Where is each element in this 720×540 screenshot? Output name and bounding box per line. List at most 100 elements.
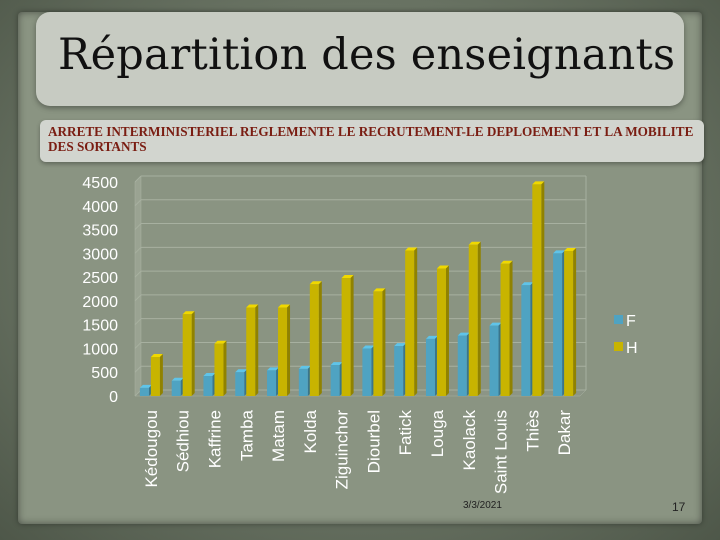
bar-f: [235, 372, 245, 396]
y-tick-label: 4000: [82, 199, 118, 216]
legend-swatch-h: [614, 342, 623, 351]
x-tick-label: Kédougou: [142, 410, 161, 488]
x-tick-label: Diourbel: [364, 410, 383, 473]
bar-h: [246, 307, 256, 396]
bar-top-h: [500, 260, 513, 264]
bar-h: [309, 284, 319, 396]
bar-h: [278, 307, 288, 396]
bar-side-h: [191, 311, 195, 396]
bar-top-f: [203, 373, 216, 377]
bar-top-h: [214, 340, 227, 344]
bar-f: [457, 335, 467, 396]
x-tick-label: Kaolack: [460, 410, 479, 471]
y-tick-label: 0: [109, 389, 118, 406]
bar-top-h: [405, 247, 418, 251]
bar-top-f: [139, 384, 152, 388]
bar-h: [373, 291, 383, 396]
chart-side-wall: [134, 175, 142, 397]
gridline-diagonal: [134, 223, 142, 230]
y-tick-label: 4500: [82, 175, 118, 192]
bar-side-h: [350, 275, 354, 396]
bar-f: [298, 368, 308, 396]
bar-top-f: [171, 377, 184, 381]
subtitle-panel: [40, 120, 704, 162]
gridline-diagonal: [134, 270, 142, 278]
slide-subtitle: ARRETE INTERMINISTERIEL REGLEMENTE LE RE…: [48, 124, 694, 154]
bar-top-f: [425, 335, 438, 339]
x-tick-label: Louga: [428, 409, 447, 457]
bar-f: [203, 376, 213, 396]
bar-f: [489, 325, 499, 396]
bar-side-h: [445, 265, 449, 396]
footer-date: 3/3/2021: [463, 500, 502, 511]
bar-h: [150, 357, 160, 396]
legend-label-f: F: [626, 313, 636, 330]
bar-top-f: [553, 250, 566, 254]
bar-side-h: [318, 281, 322, 396]
bar-top-f: [362, 345, 375, 349]
bar-h: [532, 184, 542, 396]
legend-swatch-f: [614, 315, 623, 324]
bar-side-h: [287, 304, 291, 396]
bar-h: [182, 314, 192, 396]
bar-h: [405, 250, 415, 396]
x-tick-label: Ziguinchor: [333, 410, 352, 490]
bar-top-f: [235, 369, 248, 373]
x-tick-label: Thiès: [523, 410, 542, 452]
bar-h: [468, 244, 478, 396]
bar-side-h: [159, 354, 163, 396]
bar-top-h: [341, 275, 354, 279]
bar-top-h: [278, 304, 291, 308]
bar-h: [436, 268, 446, 396]
bar-top-h: [182, 311, 195, 315]
gridline-diagonal: [134, 175, 142, 183]
bar-top-f: [489, 322, 502, 326]
title-panel: [36, 12, 684, 106]
gridline-diagonal: [134, 246, 142, 254]
y-tick-label: 2500: [82, 270, 118, 287]
gridline-diagonal: [134, 318, 142, 326]
x-tick-label: Kaffrine: [205, 410, 224, 468]
bar-side-h: [382, 288, 386, 396]
bar-side-h: [414, 247, 418, 396]
bar-top-h: [246, 304, 259, 308]
y-tick-label: 1000: [82, 341, 118, 358]
bar-top-h: [564, 247, 577, 251]
gridline-diagonal: [134, 199, 142, 207]
bar-h: [214, 343, 224, 396]
legend-label-h: H: [626, 340, 638, 357]
bar-top-f: [330, 362, 343, 366]
bar-top-f: [521, 282, 534, 286]
gridline-diagonal: [134, 294, 142, 302]
bar-f: [330, 365, 340, 396]
bar-f: [362, 348, 372, 396]
bar-f: [267, 370, 277, 396]
x-tick-label: Sédhiou: [174, 410, 193, 472]
bar-top-f: [298, 365, 311, 369]
y-tick-label: 500: [91, 365, 118, 382]
bar-top-f: [394, 343, 407, 347]
bar-f: [139, 387, 149, 396]
slide-title: Répartition des enseignants: [58, 30, 676, 80]
bar-top-h: [436, 265, 449, 269]
x-tick-label: Matam: [269, 410, 288, 462]
y-tick-label: 1500: [82, 318, 118, 335]
bar-top-h: [468, 241, 481, 245]
bar-top-h: [150, 354, 163, 358]
bar-top-f: [457, 332, 470, 336]
bar-side-h: [541, 181, 545, 396]
x-tick-label: Fatick: [396, 410, 415, 456]
bar-f: [394, 346, 404, 396]
bar-side-h: [223, 340, 227, 396]
bar-h: [564, 250, 574, 396]
chart-floor: [134, 389, 587, 397]
bar-top-f: [267, 367, 280, 371]
bar-side-h: [573, 247, 577, 396]
bar-top-h: [309, 281, 322, 285]
bar-side-h: [509, 260, 513, 396]
y-tick-label: 3000: [82, 246, 118, 263]
y-tick-label: 3500: [82, 223, 118, 240]
gridline-diagonal: [134, 365, 142, 373]
bar-f: [425, 338, 435, 396]
